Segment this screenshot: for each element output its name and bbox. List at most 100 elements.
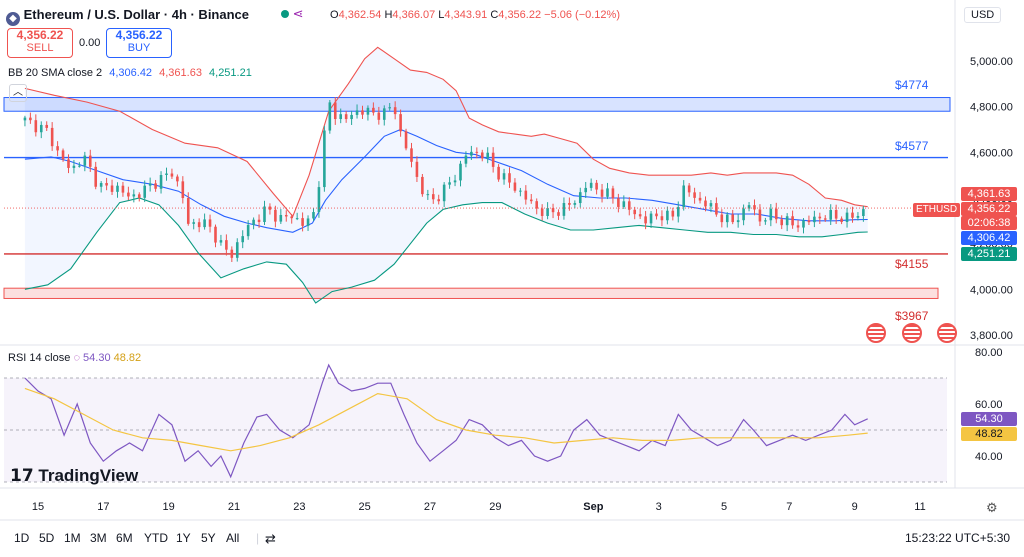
candle-body [241, 236, 245, 243]
candle-body [687, 185, 691, 193]
candle-body [774, 208, 778, 220]
candle-body [856, 215, 860, 218]
candle-body [306, 218, 310, 226]
candle-body [840, 218, 843, 223]
gear-icon[interactable]: ⚙ [986, 500, 998, 515]
us-flag-icon[interactable] [901, 323, 922, 343]
clock-readout[interactable]: 15:23:22 UTC+5:30 [905, 531, 1011, 545]
candle-body [328, 102, 332, 131]
candle-body [464, 155, 468, 164]
bb-lower-line [24, 197, 868, 304]
timeframe-1m[interactable]: 1M [64, 531, 81, 545]
candle-body [731, 214, 735, 223]
tradingview-logo[interactable]: 𝟭𝟳 TradingView [10, 466, 138, 486]
candle-body [284, 214, 288, 217]
market-status[interactable]: ⋖ [281, 6, 304, 22]
timeframe-6m[interactable]: 6M [116, 531, 133, 545]
rsi-tag: 54.30 [961, 412, 1017, 426]
close-label: C [490, 9, 499, 21]
timeframe-5y[interactable]: 5Y [201, 531, 216, 545]
candle-body [753, 205, 756, 210]
candle-body [176, 176, 179, 182]
rsi-legend[interactable]: RSI 14 close ◌ 54.30 48.82 [8, 352, 141, 364]
bb-fill [24, 47, 868, 303]
candle-body [747, 205, 751, 209]
candle-body [257, 219, 261, 223]
candle-body [671, 210, 675, 217]
candle-body [333, 102, 337, 120]
time-tick-label: 5 [721, 501, 727, 513]
candle-body [611, 188, 615, 199]
candle-body [649, 213, 653, 224]
candle-body [540, 208, 544, 216]
candle-body [589, 182, 593, 188]
sell-button[interactable]: 4,356.22 SELL [7, 28, 73, 58]
candle-body [622, 201, 626, 207]
collapse-legend-icon[interactable]: ︿ [9, 84, 27, 102]
candle-body [606, 188, 609, 197]
candle-body [426, 194, 430, 196]
timeframe-1d[interactable]: 1D [14, 531, 30, 545]
sell-price: 4,356.22 [16, 28, 64, 42]
candle-body [519, 190, 522, 192]
timeframe-ytd[interactable]: YTD [144, 531, 168, 545]
timeframe-3m[interactable]: 3M [90, 531, 107, 545]
candle-body [437, 199, 441, 202]
candle-body [448, 182, 451, 185]
candle-body [344, 114, 348, 120]
rsi-ma-value: 48.82 [113, 352, 142, 364]
candle-body [279, 214, 283, 222]
candle-body [323, 130, 326, 188]
economic-events[interactable] [866, 323, 958, 346]
symbol-header[interactable]: ◆ Ethereum / U.S. Dollar · 4h · Binance [6, 7, 249, 26]
sell-label: SELL [26, 42, 54, 54]
ethereum-logo-icon: ◆ [6, 12, 20, 26]
candle-body [742, 208, 745, 221]
candle-body [573, 203, 577, 205]
change-value: −5.06 (−0.12%) [544, 9, 620, 21]
candle-body [644, 216, 647, 224]
candle-body [214, 226, 217, 243]
us-flag-icon[interactable] [866, 323, 886, 343]
candle-body [568, 202, 571, 205]
candle-body [197, 222, 201, 228]
candle-body [127, 192, 130, 197]
open-label: O [330, 9, 339, 21]
candle-body [807, 220, 811, 223]
rsi-legend-name: RSI 14 close [8, 352, 71, 364]
candle-body [823, 218, 827, 220]
candle-body [181, 181, 185, 199]
timeframe-all[interactable]: All [226, 531, 240, 545]
time-tick-label: 17 [97, 501, 109, 513]
timeframe-5d[interactable]: 5D [39, 531, 55, 545]
candle-body [845, 212, 849, 223]
rsi-series-1 [24, 387, 868, 452]
last-price-tag: 4,356.22 [961, 202, 1017, 216]
bb-legend[interactable]: BB 20 SMA close 2 4,306.42 4,361.63 4,25… [8, 67, 252, 79]
time-tick-label: 19 [163, 501, 175, 513]
candle-body [638, 214, 642, 217]
level-zone-1 [3, 287, 939, 299]
candle-body [132, 194, 136, 197]
candle-body [225, 240, 228, 250]
time-tick-label: 23 [293, 501, 305, 513]
buy-price: 4,356.22 [115, 28, 163, 42]
candle-body [693, 192, 696, 198]
timeframe-1y[interactable]: 1Y [176, 531, 191, 545]
low-label: L [438, 9, 445, 21]
us-flag-icon[interactable] [937, 323, 958, 343]
candle-body [442, 184, 446, 202]
buy-button[interactable]: 4,356.22 BUY [106, 28, 172, 58]
candle-body [312, 212, 315, 219]
date-range-icon[interactable]: ⇄ [265, 531, 276, 546]
candle-body [110, 185, 114, 192]
candle-body [676, 207, 680, 217]
currency-selector[interactable]: USD [964, 7, 1002, 23]
bb-lower-value: 4,251.21 [209, 67, 252, 79]
candle-body [388, 107, 392, 109]
candle-body [105, 183, 108, 186]
candle-body [715, 203, 718, 215]
candle-body [165, 173, 168, 176]
indicator-share-icon[interactable]: ⋖ [292, 6, 304, 21]
